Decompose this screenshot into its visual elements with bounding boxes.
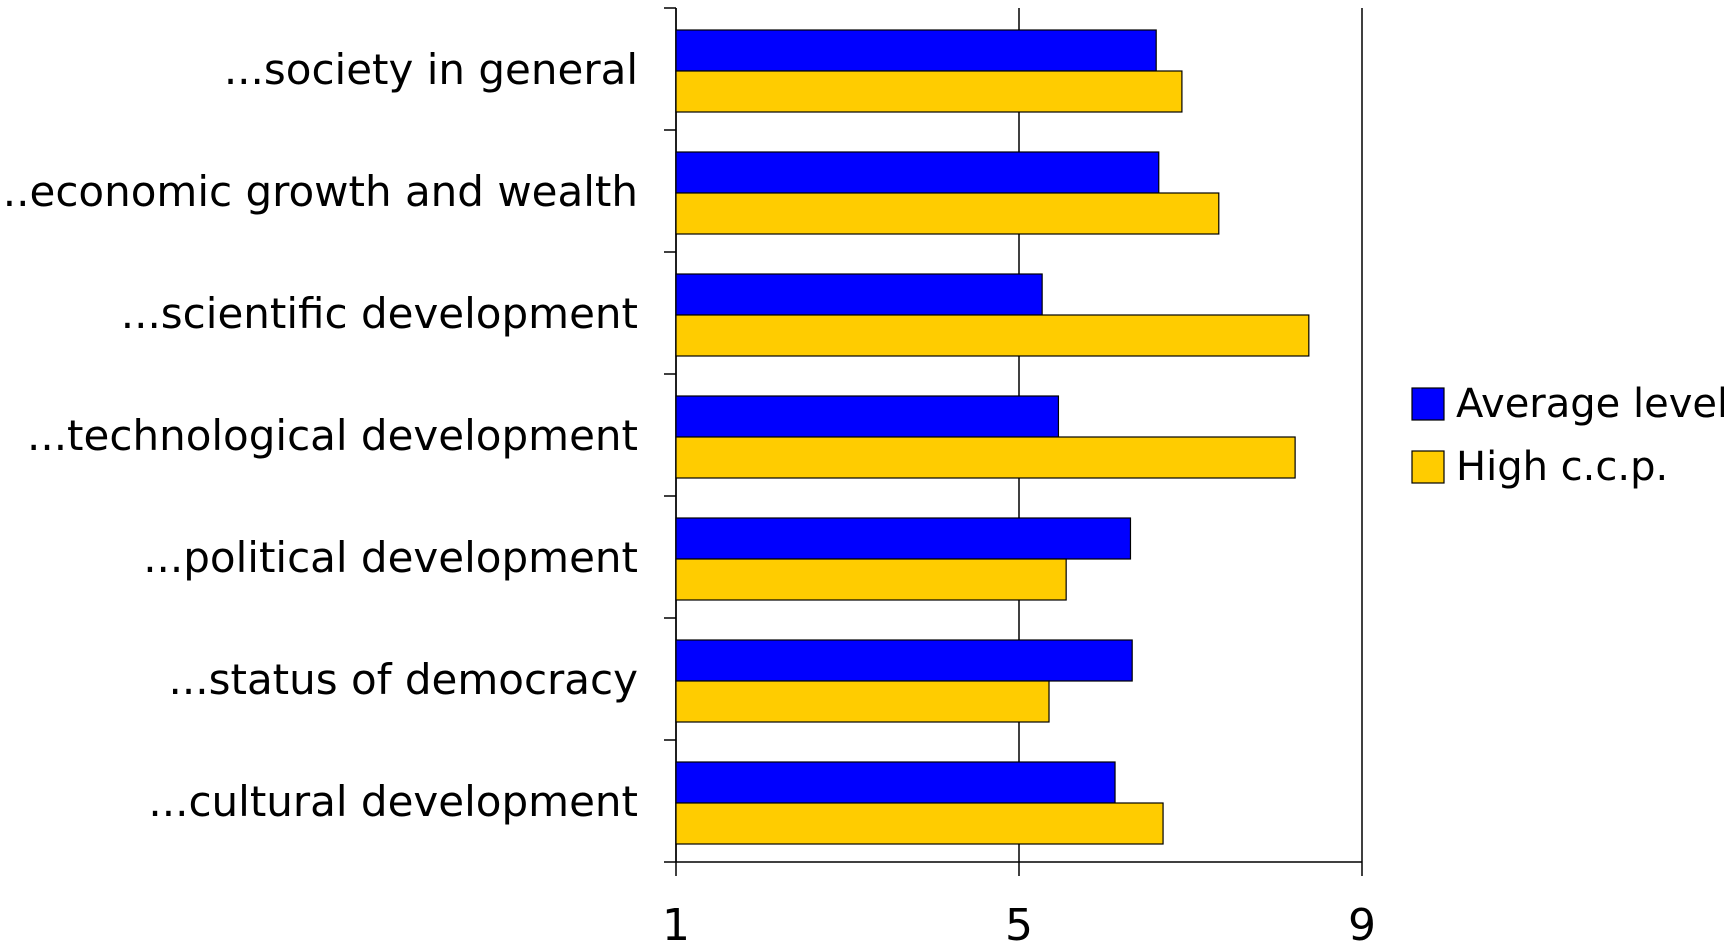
bar-average-level-0: [675, 29, 1157, 72]
category-label-1: ...economic growth and wealth: [0, 167, 638, 216]
category-label-6: ...cultural development: [148, 777, 638, 826]
legend: Average level High c.c.p.: [1411, 381, 1724, 490]
x-tick-labels: 1 5 9: [662, 900, 1376, 946]
category-label-5: ...status of democracy: [169, 655, 638, 704]
legend-label-0: Average level: [1456, 381, 1724, 427]
category-label-3: ...technological development: [27, 411, 638, 460]
bar-high-ccp-0: [675, 70, 1183, 113]
bar-average-level-2: [675, 273, 1043, 316]
bar-high-ccp-1: [675, 192, 1220, 235]
x-tick-label-0: 1: [662, 900, 690, 946]
bar-average-level-4: [675, 517, 1132, 560]
category-label-2: ...scientific development: [121, 289, 638, 338]
bar-high-ccp-6: [675, 802, 1164, 845]
bar-average-level-1: [675, 151, 1160, 194]
bar-high-ccp-2: [675, 314, 1310, 357]
category-labels: ...society in general ...economic growth …: [0, 45, 638, 826]
legend-swatch-0: [1411, 387, 1445, 421]
bar-high-ccp-5: [675, 680, 1050, 723]
legend-label-1: High c.c.p.: [1456, 444, 1668, 490]
bar-high-ccp-4: [675, 558, 1067, 601]
bar-average-level-3: [675, 395, 1060, 438]
category-label-4: ...political development: [143, 533, 638, 582]
x-tick-label-1: 5: [1005, 900, 1033, 946]
legend-swatch-1: [1411, 450, 1445, 484]
bar-average-level-5: [675, 639, 1133, 682]
bar-average-level-6: [675, 761, 1116, 804]
bars: [675, 29, 1310, 845]
x-tick-label-2: 9: [1348, 900, 1376, 946]
bar-high-ccp-3: [675, 436, 1296, 479]
category-label-0: ...society in general: [224, 45, 638, 94]
